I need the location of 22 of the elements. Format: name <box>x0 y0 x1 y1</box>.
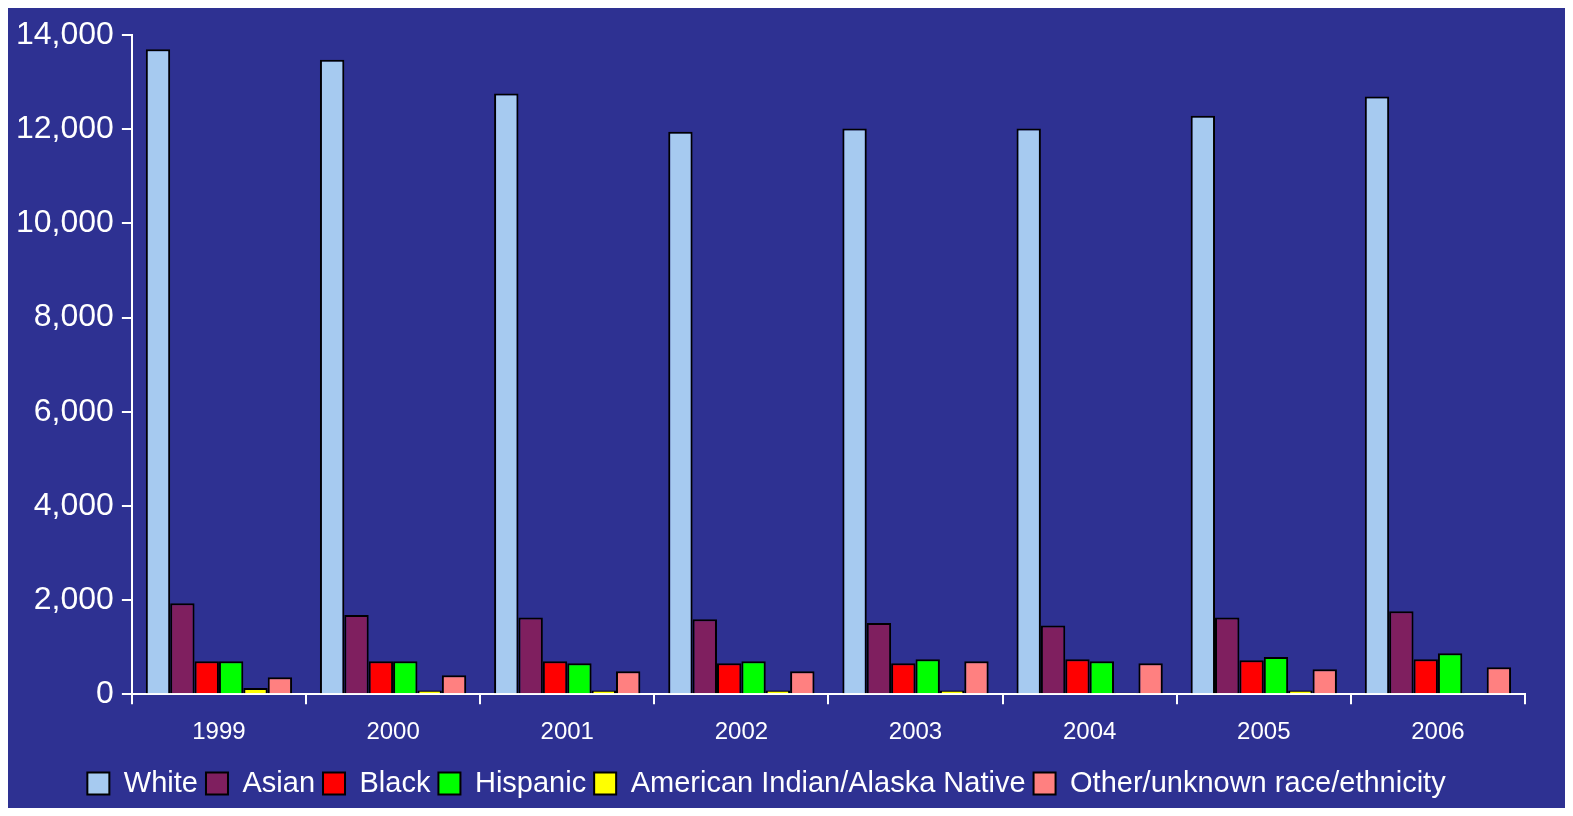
y-tick-label: 10,000 <box>16 203 114 240</box>
y-tick-label: 0 <box>96 674 114 711</box>
x-tick-label: 2006 <box>1411 717 1465 745</box>
legend-label: American Indian/Alaska Native <box>630 765 1026 798</box>
legend-label: Asian <box>242 765 316 798</box>
x-tick-label: 2004 <box>1062 717 1117 745</box>
x-tick-label: 2001 <box>540 717 594 745</box>
x-tick-label: 1999 <box>192 717 246 745</box>
y-tick-label: 4,000 <box>33 485 114 522</box>
legend-label: Black <box>359 765 431 798</box>
x-tick-label: 2003 <box>888 717 943 745</box>
y-tick-label: 12,000 <box>16 109 114 146</box>
x-tick-label: 2002 <box>714 717 769 745</box>
y-tick-label: 14,000 <box>16 15 114 52</box>
y-tick-label: 8,000 <box>33 297 114 334</box>
x-tick-label: 2000 <box>366 717 420 745</box>
x-tick-label: 2005 <box>1237 717 1291 745</box>
legend-label: Other/unknown race/ethnicity <box>1070 765 1447 798</box>
legend-label: Hispanic <box>474 765 587 798</box>
y-tick-label: 2,000 <box>33 579 114 616</box>
legend-label: White <box>123 765 198 798</box>
y-tick-label: 6,000 <box>33 391 114 428</box>
